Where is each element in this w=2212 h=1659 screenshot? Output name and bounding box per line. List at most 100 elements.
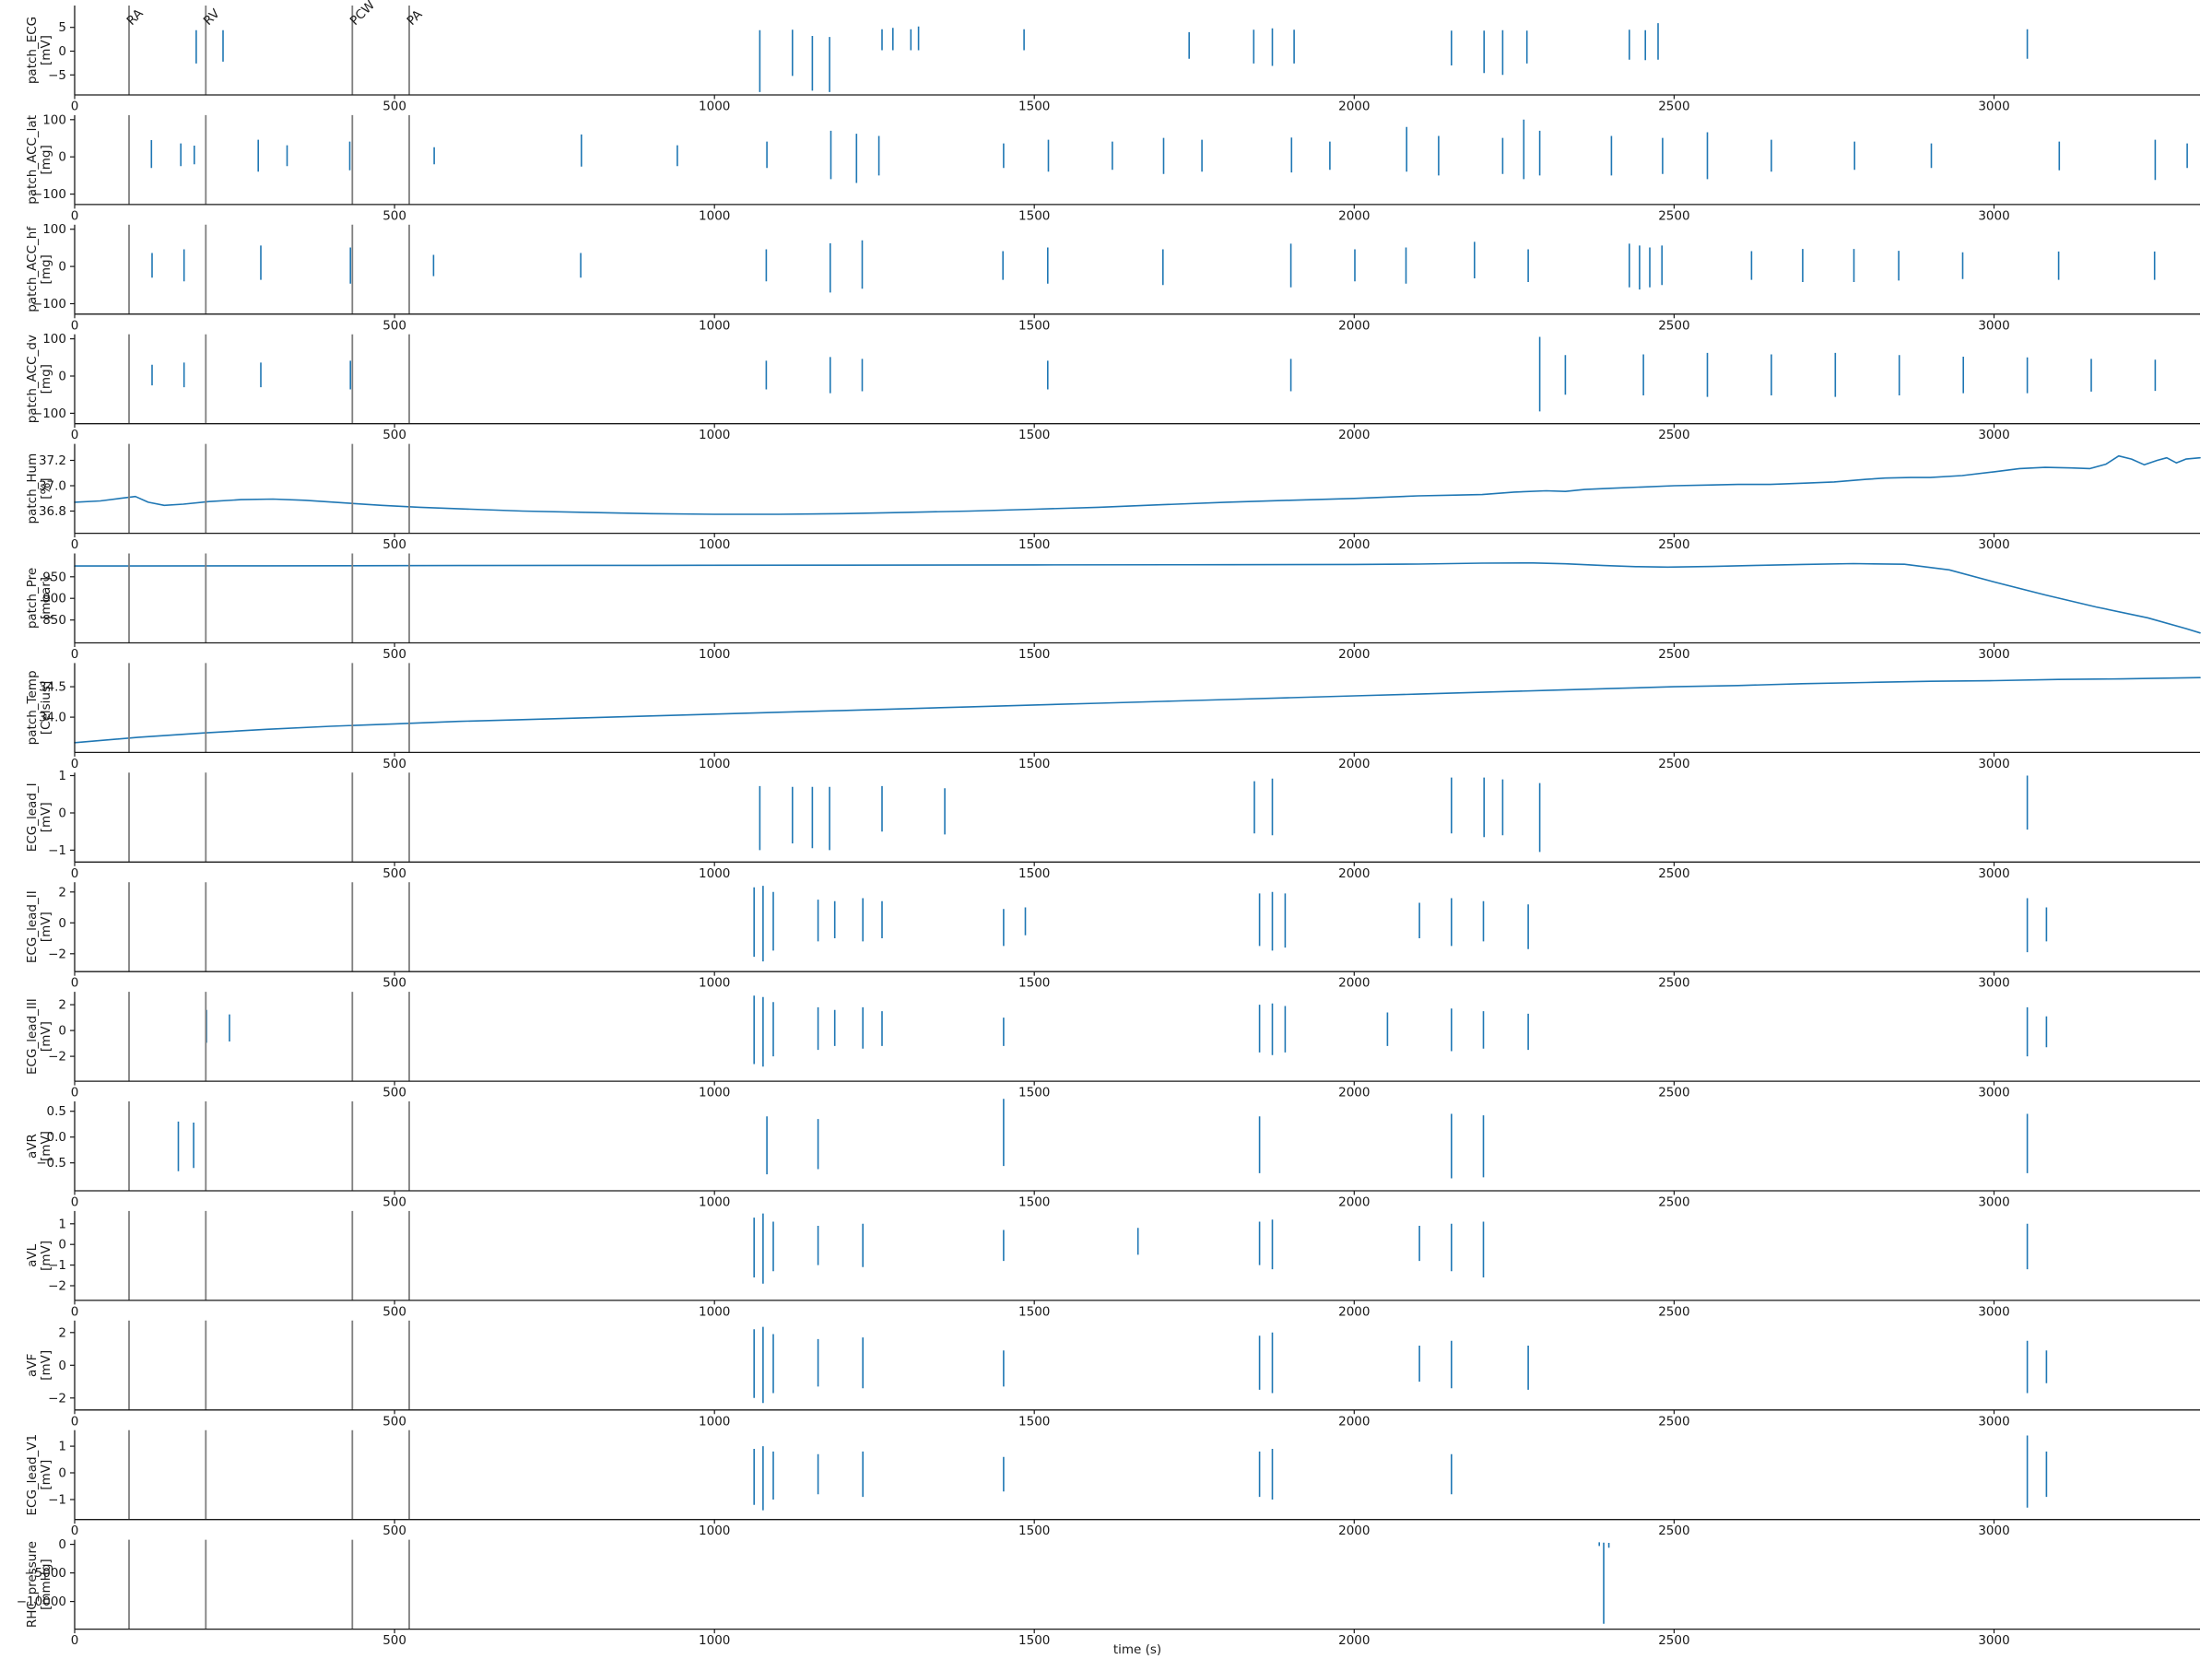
x-tick-label: 500 [382, 1195, 406, 1210]
y-tick-label: 5 [58, 20, 66, 35]
x-tick-label: 3000 [1978, 428, 2009, 442]
y-tick-label: 850 [42, 613, 66, 628]
y-axis-label-unit: [mV] [39, 802, 53, 832]
y-axis-label-name: patch_ACC_hf [25, 226, 40, 312]
y-axis-label-unit: [mg] [39, 364, 53, 394]
x-tick-label: 2500 [1658, 428, 1689, 442]
x-tick-label: 1500 [1018, 1304, 1050, 1319]
x-tick-label: 1500 [1018, 208, 1050, 223]
x-tick-label: 2000 [1338, 757, 1370, 771]
x-tick-label: 500 [382, 976, 406, 991]
y-tick-label: 0 [58, 44, 66, 59]
y-tick-label: −2 [48, 947, 66, 961]
signal-spikes-ECG_lead_II [753, 886, 2048, 962]
x-tick-label: 1000 [699, 1195, 730, 1210]
x-tick-label: 500 [382, 757, 406, 771]
y-tick-label: −10000 [17, 1594, 66, 1609]
y-tick-label: 100 [42, 222, 66, 237]
signal-spikes-patch_ACC_hf [151, 240, 2156, 293]
x-tick-label: 0 [71, 1304, 79, 1319]
x-tick-label: 500 [382, 428, 406, 442]
panel-patch_ECG: 5 0 −5 0 500 1000 1500 2000 2500 3000 patch_ECG [mV… [25, 0, 2200, 114]
x-tick-label: 1500 [1018, 318, 1050, 333]
x-axis-label: time (s) [1112, 1642, 1162, 1657]
annotation-label: PA [405, 6, 427, 29]
x-tick-label: 2500 [1658, 1195, 1689, 1210]
x-tick-label: 0 [71, 647, 79, 662]
y-tick-label: 0 [58, 1238, 66, 1253]
x-tick-label: 2000 [1338, 866, 1370, 881]
x-tick-label: 3000 [1978, 647, 2009, 662]
y-tick-label: 0 [58, 916, 66, 931]
x-tick-label: 1000 [699, 428, 730, 442]
x-tick-label: 1000 [699, 976, 730, 991]
panel-patch_ACC_hf: 1000−1000 500 1000 1500 2000 2500 3000patch_AC… [25, 222, 2200, 333]
y-tick-label: 0 [58, 1466, 66, 1481]
x-tick-label: 2000 [1338, 1195, 1370, 1210]
signal-spikes-aVL [753, 1213, 2029, 1284]
y-axis-label-name: ECG_lead_I [25, 782, 40, 852]
x-tick-label: 500 [382, 1304, 406, 1319]
signal-spikes-patch_ECG [195, 23, 2029, 92]
y-tick-label: 0 [58, 150, 66, 165]
x-tick-label: 500 [382, 208, 406, 223]
x-tick-label: 0 [71, 208, 79, 223]
y-axis-label-name: aVL [25, 1243, 40, 1267]
x-tick-label: 500 [382, 100, 406, 114]
y-tick-label: 950 [42, 570, 66, 584]
y-tick-label: 2 [58, 1325, 66, 1340]
x-tick-label: 1000 [699, 100, 730, 114]
y-tick-label: 100 [42, 112, 66, 127]
x-tick-label: 3000 [1978, 1633, 2009, 1648]
x-tick-label: 1500 [1018, 100, 1050, 114]
x-tick-label: 2000 [1338, 1086, 1370, 1100]
x-tick-label: 1500 [1018, 1524, 1050, 1538]
y-axis-label-name: aVF [25, 1354, 40, 1377]
x-tick-label: 2000 [1338, 428, 1370, 442]
x-tick-label: 3000 [1978, 1086, 2009, 1100]
y-axis-label-name: ECG_lead_V1 [25, 1434, 40, 1516]
signal-spikes-RHC_pressure [1598, 1542, 1610, 1624]
x-tick-label: 3000 [1978, 208, 2009, 223]
y-axis-label-name: patch_ACC_dv [25, 335, 40, 423]
x-tick-label: 2500 [1658, 757, 1689, 771]
x-tick-label: 1500 [1018, 428, 1050, 442]
x-tick-label: 2000 [1338, 1414, 1370, 1429]
y-tick-label: 37.0 [39, 479, 66, 494]
y-tick-label: 0.5 [47, 1104, 66, 1119]
y-tick-label: −1 [48, 843, 66, 858]
y-axis-label-name: patch_Hum [25, 453, 40, 524]
y-tick-label: −2 [48, 1391, 66, 1406]
x-tick-label: 500 [382, 537, 406, 552]
y-tick-label: −2 [48, 1050, 66, 1065]
x-tick-label: 2000 [1338, 647, 1370, 662]
x-tick-label: 3000 [1978, 976, 2009, 991]
x-tick-label: 2500 [1658, 208, 1689, 223]
y-tick-label: 34.5 [39, 680, 66, 695]
signal-spikes-aVF [753, 1326, 2048, 1404]
x-tick-label: 500 [382, 1633, 406, 1648]
x-tick-label: 1500 [1018, 757, 1050, 771]
x-tick-label: 0 [71, 318, 79, 333]
signal-spikes-ECG_lead_III [206, 995, 2048, 1067]
y-axis-label-name: ECG_lead_II [25, 890, 40, 963]
x-tick-label: 2500 [1658, 1633, 1689, 1648]
x-tick-label: 2500 [1658, 1304, 1689, 1319]
y-axis-label-unit: [mV] [39, 912, 53, 942]
panel-aVR: 0.5 0.0 −0.5 0 500 1000 1500 2000 2500 3000 aVR [mV… [25, 1099, 2200, 1210]
y-axis-label-unit: [mV] [39, 1131, 53, 1161]
x-tick-label: 2500 [1658, 537, 1689, 552]
x-tick-label: 0 [71, 866, 79, 881]
x-tick-label: 1000 [699, 1304, 730, 1319]
y-tick-label: 0 [58, 1537, 66, 1552]
signal-spikes-ECG_lead_I [759, 775, 2029, 853]
y-tick-label: −5000 [24, 1566, 66, 1581]
x-tick-label: 2000 [1338, 976, 1370, 991]
y-axis-label-unit: [mV] [39, 35, 53, 65]
x-tick-label: 0 [71, 428, 79, 442]
y-axis-label-unit: [mg] [39, 254, 53, 284]
x-tick-label: 2000 [1338, 1633, 1370, 1648]
y-tick-label: 34.0 [39, 711, 66, 725]
annotation-label: RA [124, 6, 147, 29]
y-tick-label: 900 [42, 592, 66, 606]
